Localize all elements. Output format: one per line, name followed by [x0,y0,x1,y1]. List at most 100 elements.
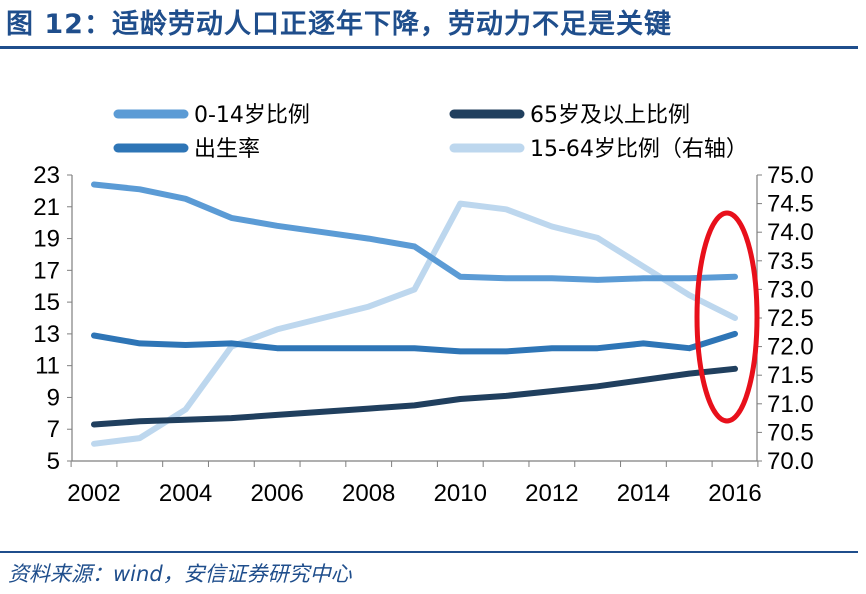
legend-label: 0-14岁比例 [194,103,310,128]
data-point [139,188,141,190]
data-point [414,246,415,247]
data-point [368,347,370,349]
left-tick-label: 19 [33,226,60,253]
right-tick-label: 72.5 [767,305,814,332]
x-tick-label: 2008 [342,480,395,507]
data-point [459,350,461,352]
data-point [139,420,141,422]
left-tick-label: 5 [47,448,60,475]
data-point [597,347,599,349]
figure-title: 图 12：适龄劳动人口正逐年下降，劳动力不足是关键 [6,9,672,40]
data-point [597,385,599,387]
data-point [551,277,553,279]
data-point [551,390,553,392]
data-point [734,317,736,319]
right-tick-label: 74.5 [767,191,814,218]
source-note: 资料来源：wind，安信证券研究中心 [8,562,352,586]
data-point [414,288,415,290]
data-point [276,414,278,416]
data-point [414,404,415,406]
series-line-1 [91,330,738,355]
x-tick-label: 2016 [708,480,761,507]
left-tick-label: 17 [33,257,60,284]
left-tick-label: 9 [47,384,60,411]
data-point [688,294,690,296]
data-point [551,225,553,227]
data-point [322,231,324,233]
data-point [734,276,736,278]
x-tick-label: 2010 [434,480,487,507]
data-point [185,409,187,411]
data-point [185,198,187,200]
title-underline [0,46,858,49]
annotation [694,210,760,424]
data-point [734,368,736,370]
data-point [688,347,690,349]
data-point [505,277,507,279]
left-tick-label: 21 [33,194,60,221]
data-point [597,279,599,281]
right-tick-label: 75.0 [767,162,814,189]
data-point [459,203,461,205]
right-tick-label: 73.5 [767,248,814,275]
data-point [322,411,324,413]
legend-label: 出生率 [194,137,260,162]
x-tick-label: 2006 [250,480,303,507]
series-line-2 [91,365,738,428]
data-point [551,347,553,349]
data-point [276,225,278,227]
left-tick-label: 11 [35,353,60,380]
data-point [230,417,232,419]
data-point [185,344,187,346]
data-point [93,443,95,445]
x-tick-label: 2004 [159,480,212,507]
axes: 2321191715131197575.074.574.073.573.072.… [33,162,813,507]
data-point [459,276,461,278]
data-point [642,277,644,279]
right-tick-label: 72.0 [767,334,814,361]
data-point [505,395,507,397]
data-point [185,419,187,421]
data-point [139,342,141,344]
left-tick-label: 23 [33,162,60,189]
data-point [139,437,141,439]
right-tick-label: 73.0 [767,276,814,303]
right-tick-label: 71.0 [767,391,814,418]
data-point [276,347,278,349]
right-tick-label: 70.0 [767,448,814,475]
data-point [276,328,278,330]
data-point [505,350,507,352]
data-point [93,423,95,425]
right-tick-label: 74.0 [767,219,814,246]
data-point [642,342,644,344]
right-tick-label: 70.5 [767,419,814,446]
data-point [230,342,232,344]
left-tick-label: 7 [47,416,60,443]
highlight-ellipse [694,210,760,424]
data-point [688,373,690,375]
x-tick-label: 2014 [617,480,670,507]
data-point [93,184,95,186]
data-point [642,379,644,381]
x-tick-label: 2012 [525,480,578,507]
series-lines [91,181,738,447]
data-point [93,334,95,336]
data-point [322,317,324,319]
left-tick-label: 15 [33,289,60,316]
legend-label: 65岁及以上比例 [530,103,690,128]
data-point [688,277,690,279]
data-point [368,408,370,410]
right-tick-label: 71.5 [767,362,814,389]
data-point [230,217,232,219]
source-divider [0,551,858,553]
data-point [368,306,370,308]
data-point [642,266,644,268]
data-point [597,237,599,239]
data-point [505,208,507,210]
data-point [414,347,415,349]
data-point [322,347,324,349]
data-point [459,398,461,400]
x-tick-label: 2002 [67,480,120,507]
